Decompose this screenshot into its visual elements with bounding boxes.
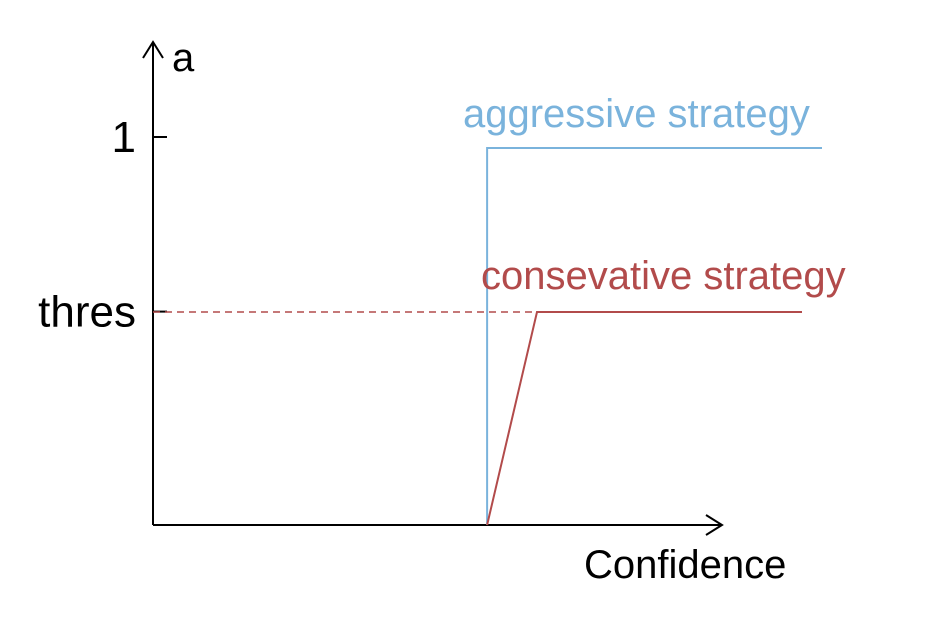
aggressive-strategy-label: aggressive strategy [463,92,810,136]
x-axis-label: Confidence [584,543,786,587]
conservative-strategy-label: consevative strategy [481,254,846,298]
y-tick-label: 1 [112,113,136,162]
aggressive-strategy-line [487,148,822,525]
y-axis-label: a [172,36,195,80]
y-ticks: 1 thres [38,113,167,337]
y-tick-label: thres [38,288,136,337]
conservative-strategy-line [487,312,802,525]
